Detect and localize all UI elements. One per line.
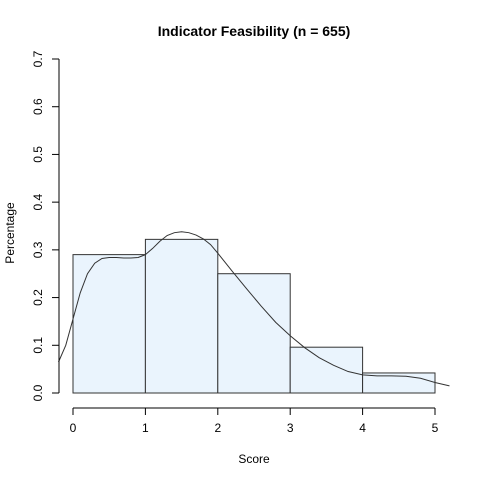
histogram-bar-2 [218, 274, 290, 393]
y-tick-label-1: 0.1 [31, 337, 45, 354]
y-axis: 0.0 0.1 0.2 0.3 0.4 0.5 0.6 0.7 [31, 50, 59, 401]
y-tick-label-0: 0.0 [31, 384, 45, 401]
x-axis-label: Score [238, 452, 270, 466]
y-tick-label-4: 0.4 [31, 193, 45, 210]
x-tick-label-1: 1 [142, 421, 149, 435]
histogram-bar-1 [145, 239, 217, 393]
x-tick-label-3: 3 [287, 421, 294, 435]
x-tick-label-5: 5 [432, 421, 439, 435]
y-tick-label-3: 0.3 [31, 241, 45, 258]
x-tick-label-2: 2 [214, 421, 221, 435]
y-tick-label-2: 0.2 [31, 289, 45, 306]
x-tick-label-0: 0 [70, 421, 77, 435]
chart-title: Indicator Feasibility (n = 655) [158, 23, 351, 39]
histogram-bar-0 [73, 255, 145, 393]
x-tick-label-4: 4 [359, 421, 366, 435]
y-tick-label-6: 0.6 [31, 98, 45, 115]
bars-layer [73, 239, 435, 393]
x-axis: 0 1 2 3 4 5 [70, 408, 439, 435]
y-tick-label-7: 0.7 [31, 50, 45, 67]
y-axis-label: Percentage [3, 202, 17, 264]
y-tick-label-5: 0.5 [31, 146, 45, 163]
histogram-bar-3 [290, 347, 362, 393]
